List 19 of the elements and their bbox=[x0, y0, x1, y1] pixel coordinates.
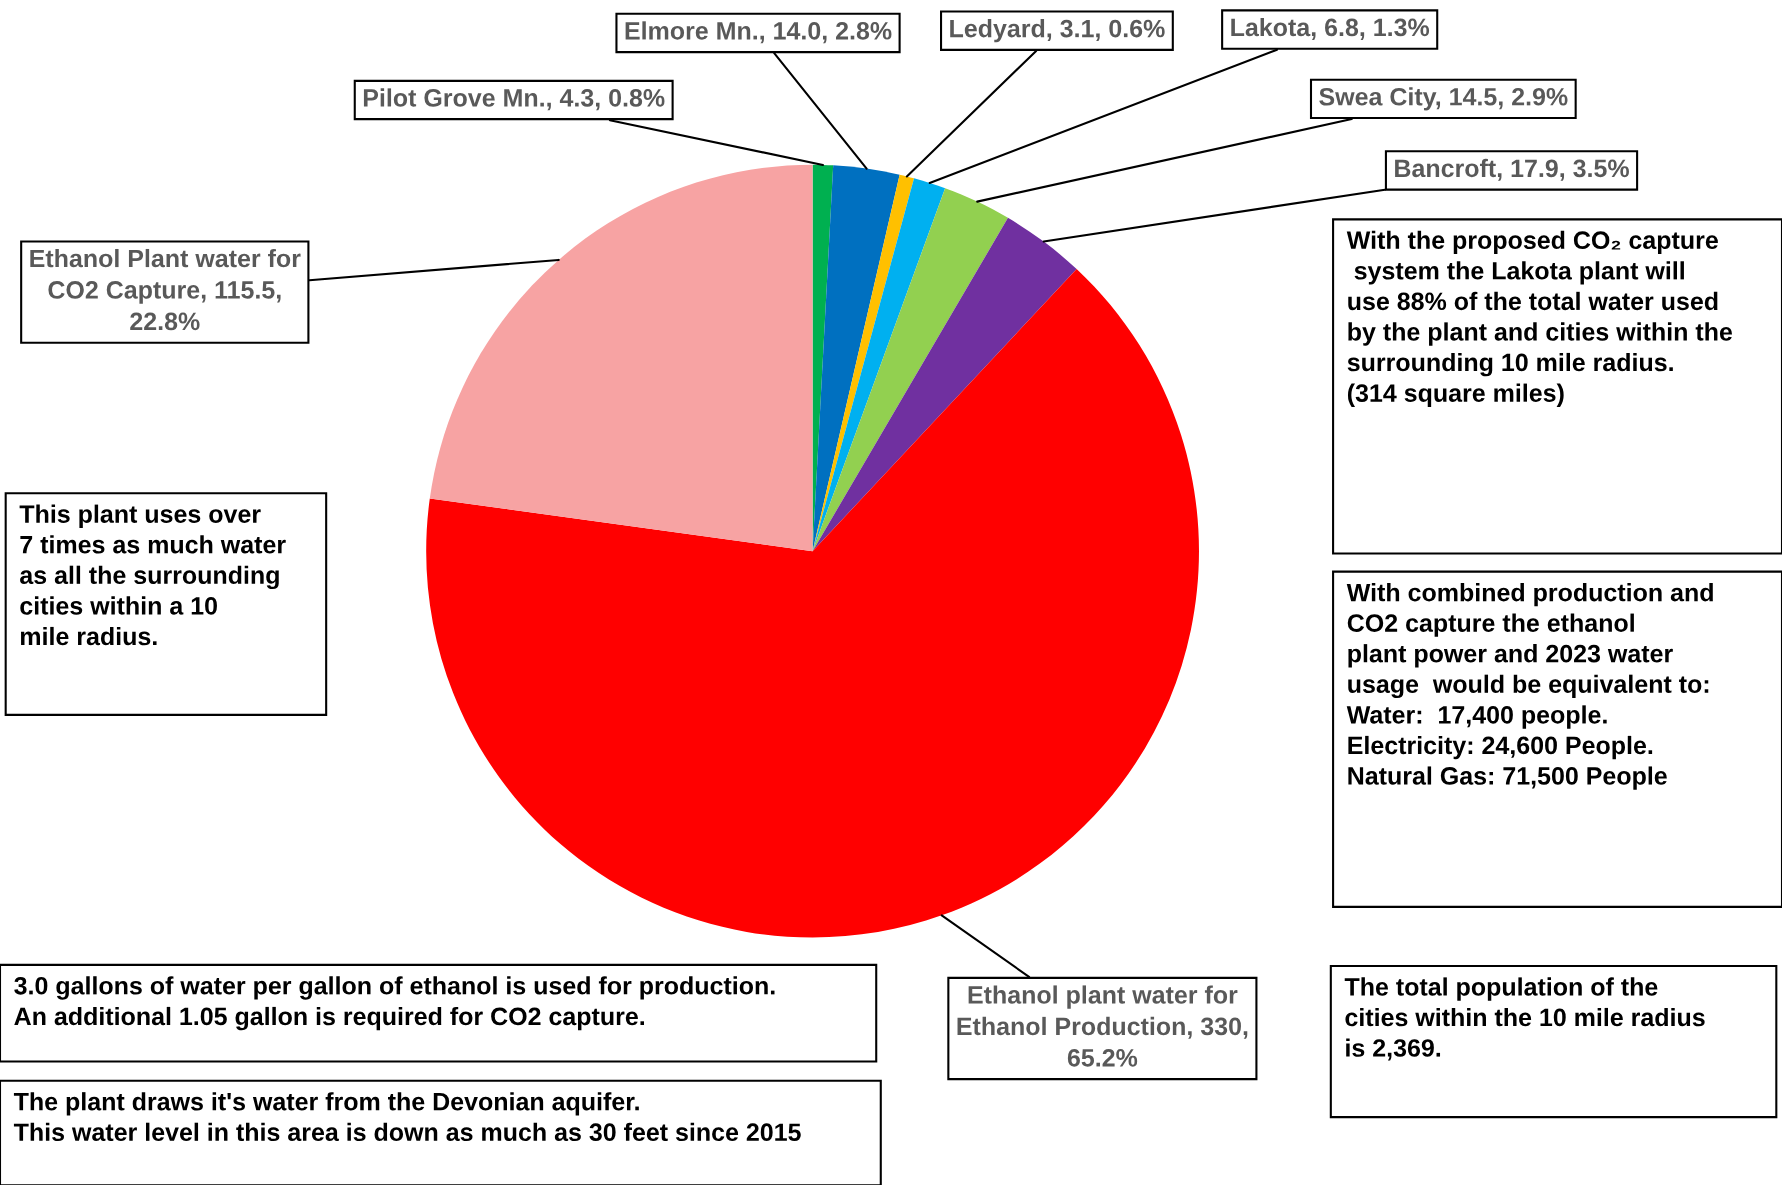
text: With combined production and CO2 capture the ethanol plant power and 2023 water usage would be equivalent to: Water: 17,400 people. Electricity: 24,600 People. Natural Gas: 71,500 People bbox=[1346, 583, 1713, 790]
text: The plant draws it's water from the Devonian aquifer. This water level in this area is down as much as 30 feet since 2015 bbox=[13, 1092, 801, 1142]
text: With the proposed CO₂ capture system the Lakota plant will use 88% of the total water used by the plant and cities within the surrounding 10 mile radius. (314 square miles) bbox=[1346, 230, 1733, 407]
text: This plant uses over 7 times as much water as all the surrounding cities within a 10 mile radius. bbox=[19, 504, 286, 646]
pie-slice bbox=[429, 164, 813, 552]
pie-slice bbox=[812, 217, 1077, 552]
pie-slice bbox=[812, 178, 946, 552]
slice-label: Swea City, 14.5, 2.9% bbox=[1319, 87, 1568, 111]
slice-label: Pilot Grove Mn., 4.3, 0.8% bbox=[363, 88, 665, 111]
slice-label: Lakota, 6.8, 1.3% bbox=[1231, 17, 1430, 40]
slice-label: Elmore Mn., 14.0, 2.8% bbox=[625, 21, 892, 44]
pie-slice bbox=[812, 188, 1008, 552]
pie-slice bbox=[426, 269, 1199, 938]
slice-label: Bancroft, 17.9, 3.5% bbox=[1395, 158, 1629, 181]
slice-label: Ethanol Plant water for CO2 Capture, 115.5, 22.8% bbox=[30, 248, 301, 331]
text: The total population of the cities within the 10 mile radius is 2,369. bbox=[1344, 977, 1705, 1061]
slice-label: Ethanol plant water for Ethanol Production, 330, 65.2% bbox=[957, 985, 1248, 1067]
slice-label: Ledyard, 3.1, 0.6% bbox=[950, 19, 1165, 43]
text: 3.0 gallons of water per gallon of ethanol is used for production. An additional 1.05 gallon is required for CO2 capture. bbox=[14, 976, 775, 1031]
